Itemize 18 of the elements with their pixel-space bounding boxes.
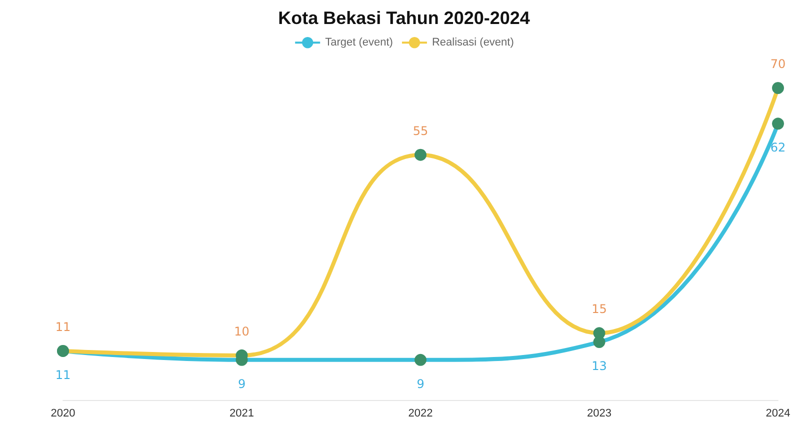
x-tick-label: 2021 xyxy=(230,408,254,420)
data-label: 11 xyxy=(55,320,71,334)
chart-title: Kota Bekasi Tahun 2020-2024 xyxy=(278,8,530,28)
data-label: 55 xyxy=(412,124,428,138)
x-tick-label: 2022 xyxy=(408,408,433,420)
data-label: 10 xyxy=(234,324,250,338)
legend-label: Target (event) xyxy=(325,36,393,49)
x-tick-label: 2020 xyxy=(50,408,76,420)
legend-label: Realisasi (event) xyxy=(432,36,514,49)
data-label: 11 xyxy=(55,368,71,382)
data-label: 70 xyxy=(770,57,786,71)
data-label: 15 xyxy=(592,302,607,316)
x-tick-label: 2024 xyxy=(766,408,790,420)
data-label: 62 xyxy=(770,140,786,155)
data-label: 9 xyxy=(238,376,246,391)
data-label: 13 xyxy=(592,359,607,374)
x-tick-label: 2023 xyxy=(587,408,612,420)
data-label: 9 xyxy=(416,376,424,391)
